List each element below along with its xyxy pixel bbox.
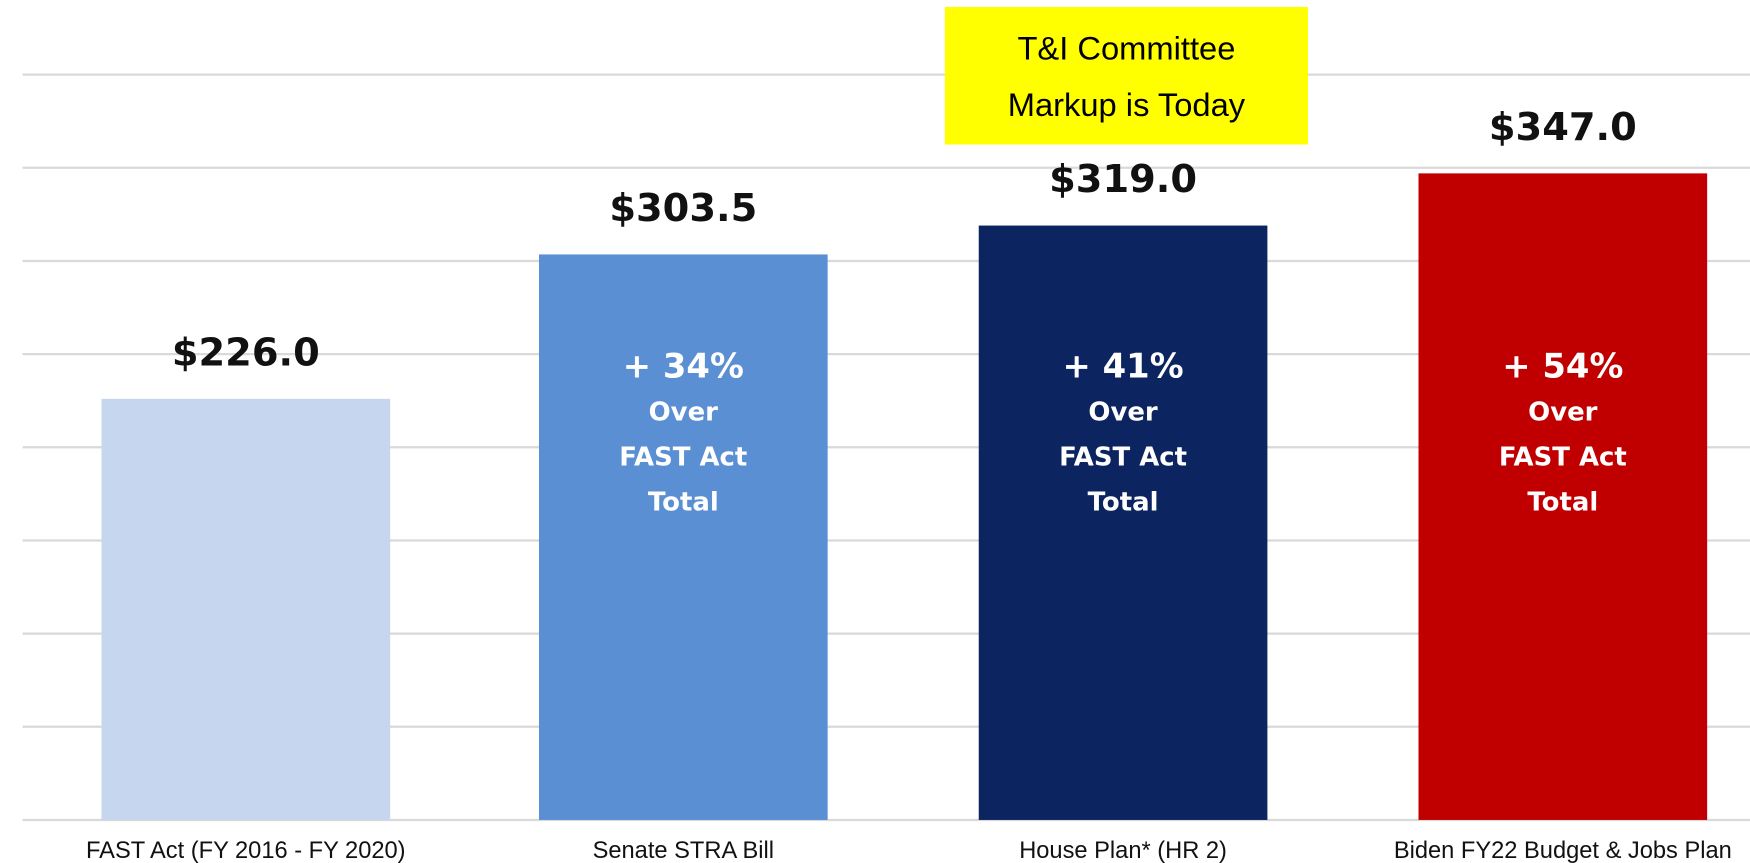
callout-line: Markup is Today — [1008, 86, 1246, 123]
bar-annotation: Over — [649, 397, 719, 427]
bar — [978, 225, 1268, 820]
bar — [101, 398, 391, 820]
callout-line: T&I Committee — [1017, 30, 1235, 67]
bar-group: $226.0 — [101, 330, 391, 820]
bar-annotation: Over — [1528, 397, 1598, 427]
callout-box — [944, 6, 1308, 145]
bar-annotation: FAST Act — [619, 442, 747, 472]
bar-annotation: Over — [1088, 397, 1158, 427]
bar-annotation: Total — [648, 488, 719, 518]
bar-group: $319.0 + 41% Over FAST Act Total — [978, 157, 1268, 820]
bar — [1418, 173, 1708, 820]
bar-group: $347.0 + 54% Over FAST Act Total — [1418, 105, 1708, 820]
value-label: $226.0 — [172, 330, 320, 375]
value-label: $303.5 — [609, 186, 757, 231]
x-tick-label: Biden FY22 Budget & Jobs Plan — [1394, 838, 1732, 863]
bar-group: $303.5 + 34% Over FAST Act Total — [538, 186, 828, 820]
bar-annotation: Total — [1527, 488, 1598, 518]
x-tick-label: House Plan* (HR 2) — [1019, 838, 1227, 863]
x-tick-label: Senate STRA Bill — [593, 838, 774, 863]
bar-annotation: + 41% — [1063, 346, 1184, 385]
callout: T&I Committee Markup is Today — [944, 6, 1308, 145]
bar-annotation: + 54% — [1502, 346, 1623, 385]
bar-annotation: FAST Act — [1499, 442, 1627, 472]
value-label: $319.0 — [1049, 157, 1197, 202]
x-tick-label: FAST Act (FY 2016 - FY 2020) — [86, 838, 406, 863]
bar-annotation: FAST Act — [1059, 442, 1187, 472]
bar-annotation: Total — [1088, 488, 1159, 518]
value-label: $347.0 — [1489, 105, 1637, 150]
bar-annotation: + 34% — [623, 346, 744, 385]
bar — [538, 254, 828, 820]
